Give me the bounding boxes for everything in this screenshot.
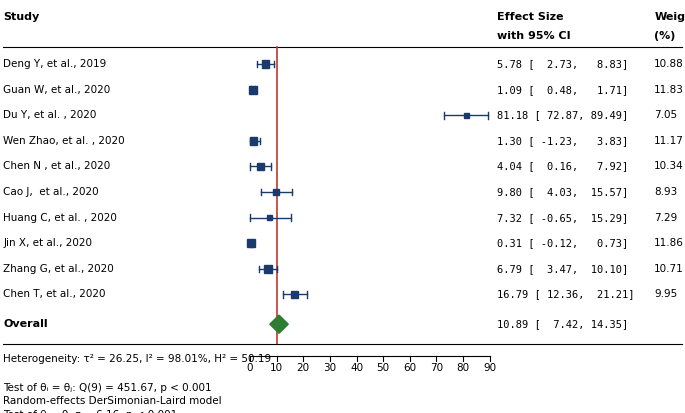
Text: Chen T, et al., 2020: Chen T, et al., 2020 (3, 290, 106, 299)
Text: 9.80 [  4.03,  15.57]: 9.80 [ 4.03, 15.57] (497, 187, 628, 197)
Text: Zhang G, et al., 2020: Zhang G, et al., 2020 (3, 264, 114, 274)
Text: 6.79 [  3.47,  10.10]: 6.79 [ 3.47, 10.10] (497, 264, 628, 274)
Text: 90: 90 (483, 363, 497, 373)
Text: 0.31 [ -0.12,   0.73]: 0.31 [ -0.12, 0.73] (497, 238, 628, 248)
Bar (249, 85, 257, 94)
Text: 10.88: 10.88 (654, 59, 684, 69)
Text: 7.05: 7.05 (654, 110, 677, 120)
Text: 10.89 [  7.42, 14.35]: 10.89 [ 7.42, 14.35] (497, 319, 628, 329)
Text: 10: 10 (270, 363, 283, 373)
Text: 40: 40 (350, 363, 363, 373)
Text: 10.34: 10.34 (654, 161, 684, 171)
Text: 50: 50 (377, 363, 390, 373)
Text: 11.86: 11.86 (654, 238, 684, 248)
Text: 0: 0 (247, 363, 253, 373)
Text: Overall: Overall (3, 319, 48, 329)
Text: 11.83: 11.83 (654, 85, 684, 95)
Bar (291, 291, 298, 298)
Bar (247, 239, 255, 247)
Bar (464, 113, 469, 118)
Text: 8.93: 8.93 (654, 187, 677, 197)
Text: 11.17: 11.17 (654, 136, 684, 146)
Text: 60: 60 (403, 363, 416, 373)
Text: 16.79 [ 12.36,  21.21]: 16.79 [ 12.36, 21.21] (497, 290, 634, 299)
Text: 7.29: 7.29 (654, 213, 677, 223)
Text: 30: 30 (323, 363, 336, 373)
Text: 7.32 [ -0.65,  15.29]: 7.32 [ -0.65, 15.29] (497, 213, 628, 223)
Text: Test of θ = 0: z = 6.16, p < 0.001: Test of θ = 0: z = 6.16, p < 0.001 (3, 410, 177, 413)
Text: Cao J,  et al., 2020: Cao J, et al., 2020 (3, 187, 99, 197)
Text: Chen N , et al., 2020: Chen N , et al., 2020 (3, 161, 111, 171)
Text: 4.04 [  0.16,   7.92]: 4.04 [ 0.16, 7.92] (497, 161, 628, 171)
Text: 9.95: 9.95 (654, 290, 677, 299)
Text: Study: Study (3, 12, 40, 22)
Text: 81.18 [ 72.87, 89.49]: 81.18 [ 72.87, 89.49] (497, 110, 628, 120)
Text: 10.71: 10.71 (654, 264, 684, 274)
Text: 1.09 [  0.48,   1.71]: 1.09 [ 0.48, 1.71] (497, 85, 628, 95)
Text: Heterogeneity: τ² = 26.25, I² = 98.01%, H² = 50.19: Heterogeneity: τ² = 26.25, I² = 98.01%, … (3, 354, 271, 364)
Bar (249, 137, 258, 145)
Text: with 95% CI: with 95% CI (497, 31, 570, 41)
Text: Random-effects DerSimonian-Laird model: Random-effects DerSimonian-Laird model (3, 396, 222, 406)
Text: 20: 20 (297, 363, 310, 373)
Text: Weight: Weight (654, 12, 685, 22)
Text: Guan W, et al., 2020: Guan W, et al., 2020 (3, 85, 111, 95)
Text: Du Y, et al. , 2020: Du Y, et al. , 2020 (3, 110, 97, 120)
Text: Test of θᵢ = θⱼ: Q(9) = 451.67, p < 0.001: Test of θᵢ = θⱼ: Q(9) = 451.67, p < 0.00… (3, 383, 212, 393)
Text: 5.78 [  2.73,   8.83]: 5.78 [ 2.73, 8.83] (497, 59, 628, 69)
Bar (258, 163, 264, 170)
Bar (262, 60, 269, 68)
Bar (264, 265, 272, 273)
Text: Jin X, et al., 2020: Jin X, et al., 2020 (3, 238, 92, 248)
Text: Deng Y, et al., 2019: Deng Y, et al., 2019 (3, 59, 107, 69)
Text: 70: 70 (430, 363, 443, 373)
Bar (267, 215, 272, 220)
Text: Effect Size: Effect Size (497, 12, 563, 22)
Text: Wen Zhao, et al. , 2020: Wen Zhao, et al. , 2020 (3, 136, 125, 146)
Text: (%): (%) (654, 31, 675, 41)
Text: Huang C, et al. , 2020: Huang C, et al. , 2020 (3, 213, 117, 223)
Polygon shape (270, 315, 288, 333)
Bar (273, 189, 279, 195)
Text: 80: 80 (457, 363, 470, 373)
Text: 1.30 [ -1.23,   3.83]: 1.30 [ -1.23, 3.83] (497, 136, 628, 146)
